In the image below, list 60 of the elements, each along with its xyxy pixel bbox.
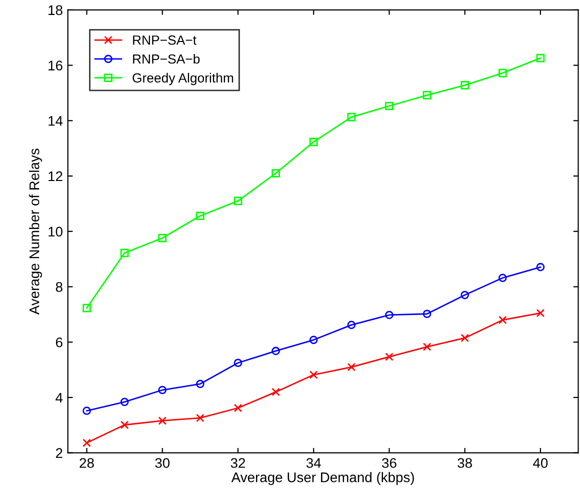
y-tick-label: 2 — [56, 448, 62, 458]
y-tick-label: 8 — [56, 282, 62, 292]
y-tick-label: 10 — [48, 226, 62, 237]
point — [498, 68, 507, 78]
point — [309, 336, 318, 344]
point — [498, 316, 507, 324]
point — [82, 304, 91, 312]
x-axis-title: Average User Demand (kbps) — [231, 472, 414, 485]
point — [385, 352, 394, 361]
point — [272, 169, 280, 178]
x-tick-label: 36 — [382, 458, 396, 468]
x-tick-label: 40 — [533, 458, 548, 468]
point — [196, 380, 204, 388]
x-tick-label: 28 — [80, 458, 94, 468]
x-tick-label: 30 — [155, 458, 170, 468]
point — [347, 362, 356, 372]
point — [385, 102, 394, 110]
legend-label: RNP−SA−b — [133, 54, 200, 64]
point — [196, 414, 204, 422]
point — [536, 54, 545, 62]
y-axis-title: Average Number of Relays — [29, 148, 42, 315]
y-tick-label: 12 — [48, 171, 62, 182]
point — [234, 196, 242, 206]
point — [272, 346, 280, 356]
point — [460, 81, 470, 90]
point — [309, 138, 318, 146]
point — [234, 404, 242, 412]
point — [536, 262, 545, 272]
point — [347, 320, 356, 330]
point — [309, 370, 318, 379]
point — [158, 416, 167, 425]
y-tick-label: 18 — [48, 5, 62, 16]
point — [158, 234, 167, 242]
point — [460, 290, 470, 300]
point — [120, 398, 129, 406]
x-tick-label: 38 — [458, 458, 472, 468]
point — [82, 406, 91, 415]
point — [82, 438, 91, 448]
point — [422, 310, 432, 318]
x-tick-label: 32 — [230, 458, 246, 468]
point — [158, 386, 167, 394]
legend-label: RNP−SA−t — [133, 35, 196, 45]
point — [536, 308, 545, 318]
point — [196, 212, 204, 220]
y-tick-label: 14 — [48, 116, 63, 126]
point — [422, 342, 432, 351]
point — [347, 112, 356, 122]
point — [498, 274, 507, 282]
point — [272, 388, 280, 396]
point — [460, 334, 470, 342]
point — [120, 248, 129, 258]
y-tick-label: 4 — [56, 392, 63, 403]
point — [120, 420, 129, 430]
point — [234, 358, 242, 368]
y-tick-label: 16 — [48, 60, 62, 70]
x-tick-label: 34 — [306, 458, 321, 468]
point — [385, 310, 394, 320]
y-tick-label: 6 — [56, 337, 62, 348]
point — [422, 91, 432, 100]
legend-label: Greedy Algorithm — [132, 72, 234, 86]
